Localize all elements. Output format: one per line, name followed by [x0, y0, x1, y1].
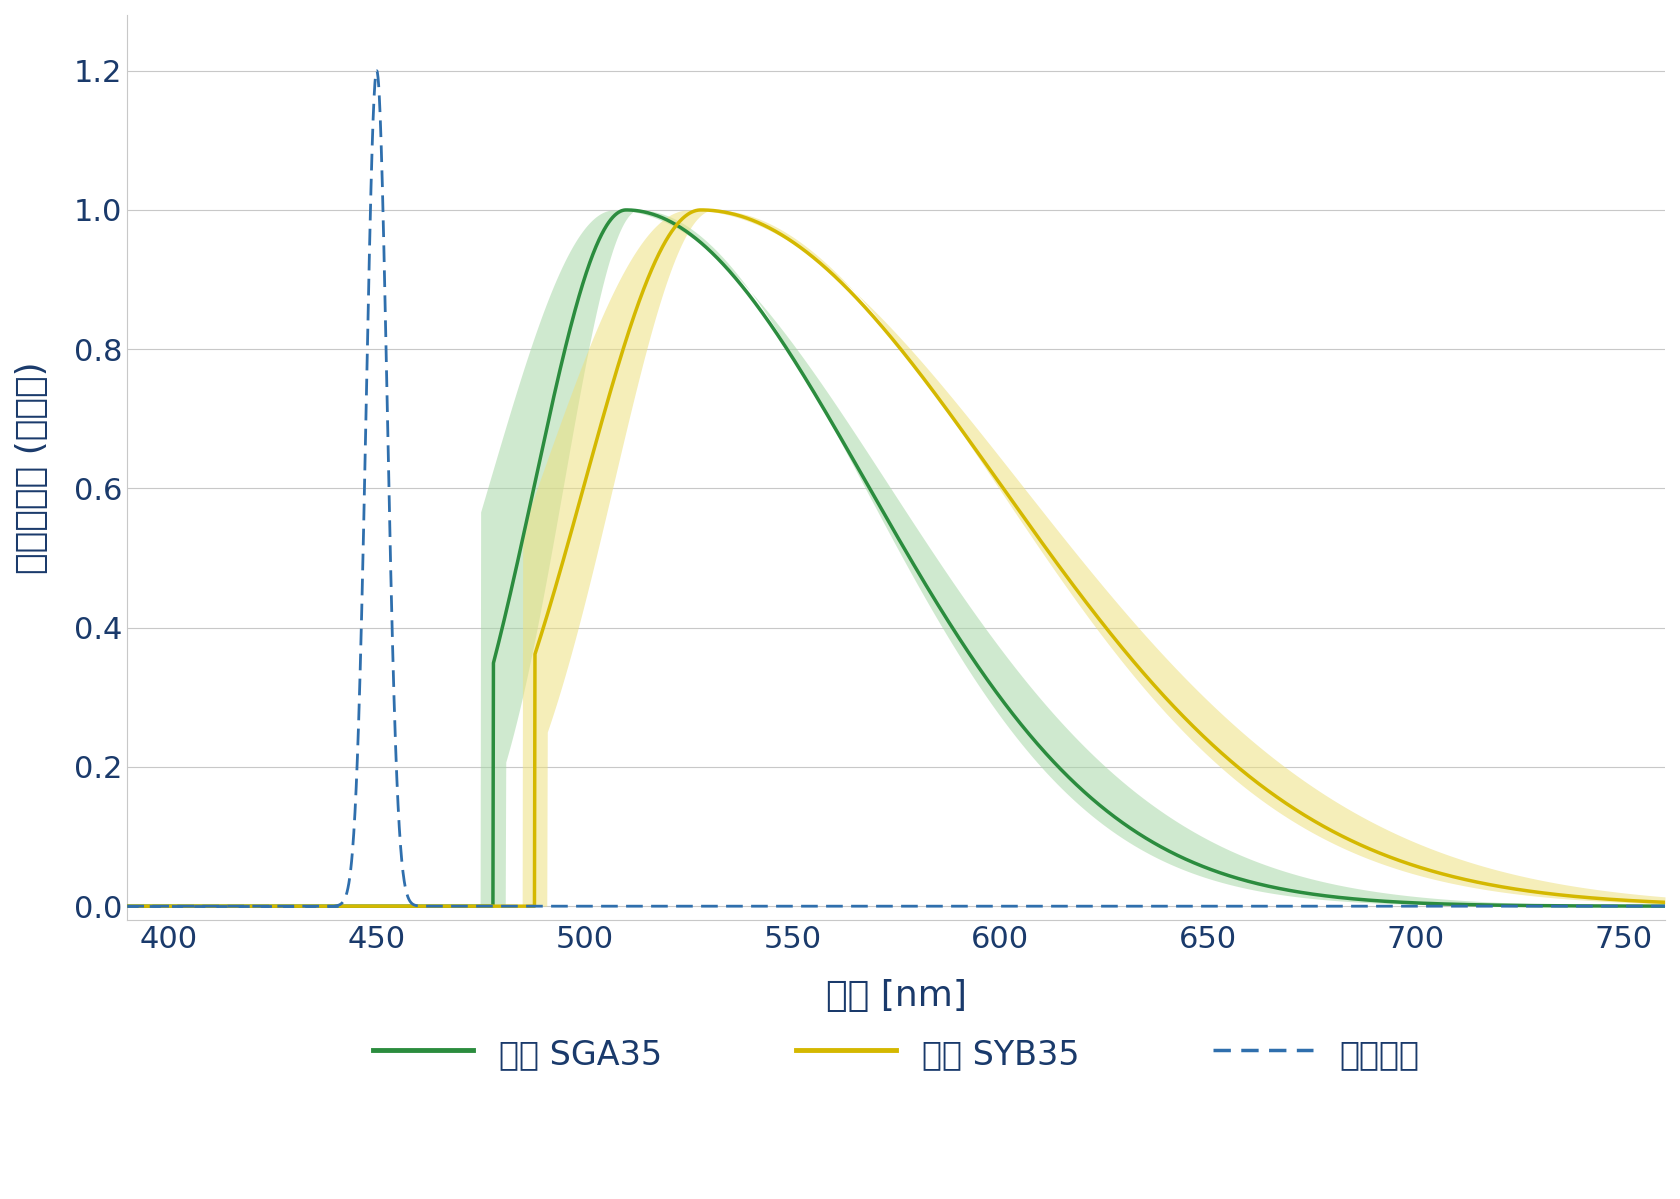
Y-axis label: 功率谱密度 (归一化): 功率谱密度 (归一化) [15, 361, 49, 574]
Legend: 绿色 SGA35, 黄色 SYB35, 剩余蓝光: 绿色 SGA35, 黄色 SYB35, 剩余蓝光 [360, 1023, 1433, 1084]
X-axis label: 波长 [nm]: 波长 [nm] [825, 978, 966, 1013]
